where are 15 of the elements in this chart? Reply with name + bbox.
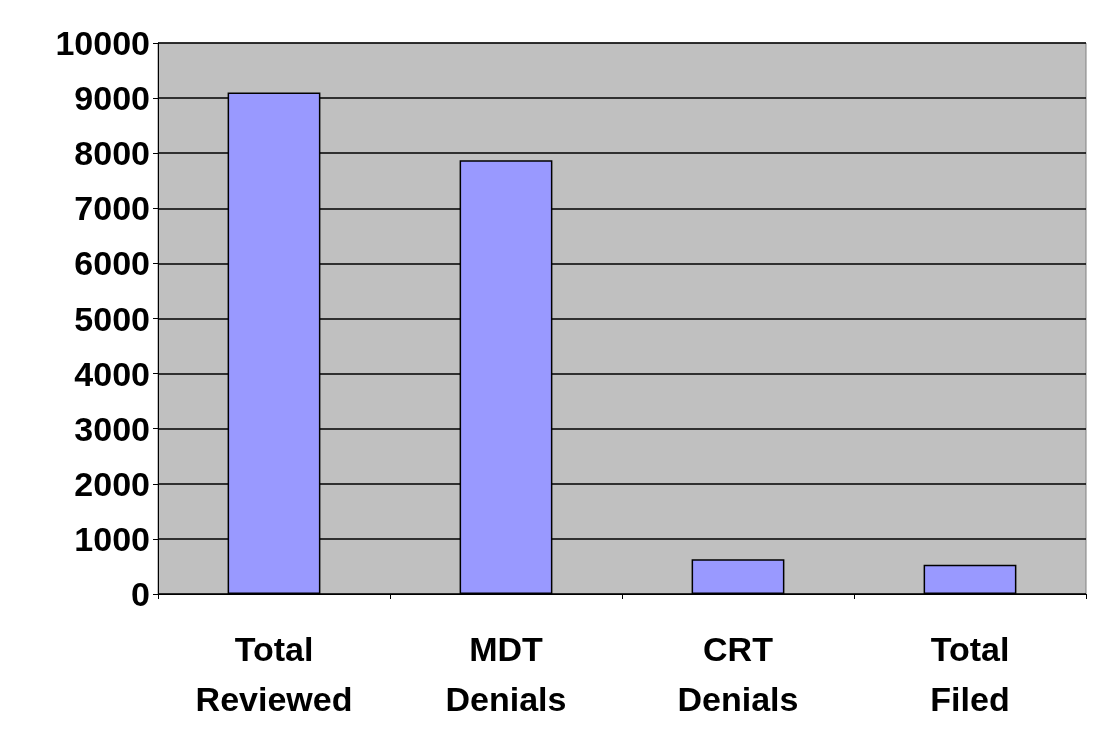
y-tick-label: 9000: [74, 79, 150, 118]
y-tick-label: 8000: [74, 134, 150, 173]
y-tick-label: 2000: [74, 464, 150, 503]
y-tick-label: 4000: [74, 354, 150, 393]
y-tick-label: 5000: [74, 299, 150, 338]
y-tick-label: 0: [131, 575, 150, 613]
y-tick-label: 6000: [74, 244, 150, 283]
y-tick-label: 7000: [74, 189, 150, 228]
x-tick-label: Total Reviewed: [195, 630, 353, 718]
y-tick-label: 1000: [74, 519, 150, 558]
x-tick-label: CRT Denials: [677, 630, 799, 718]
y-tick-label: 3000: [74, 409, 150, 448]
x-tick-label: MDT Denials: [445, 630, 567, 718]
y-tick-label: 10000: [55, 24, 150, 62]
x-tick-label: Total Filed: [930, 630, 1010, 718]
